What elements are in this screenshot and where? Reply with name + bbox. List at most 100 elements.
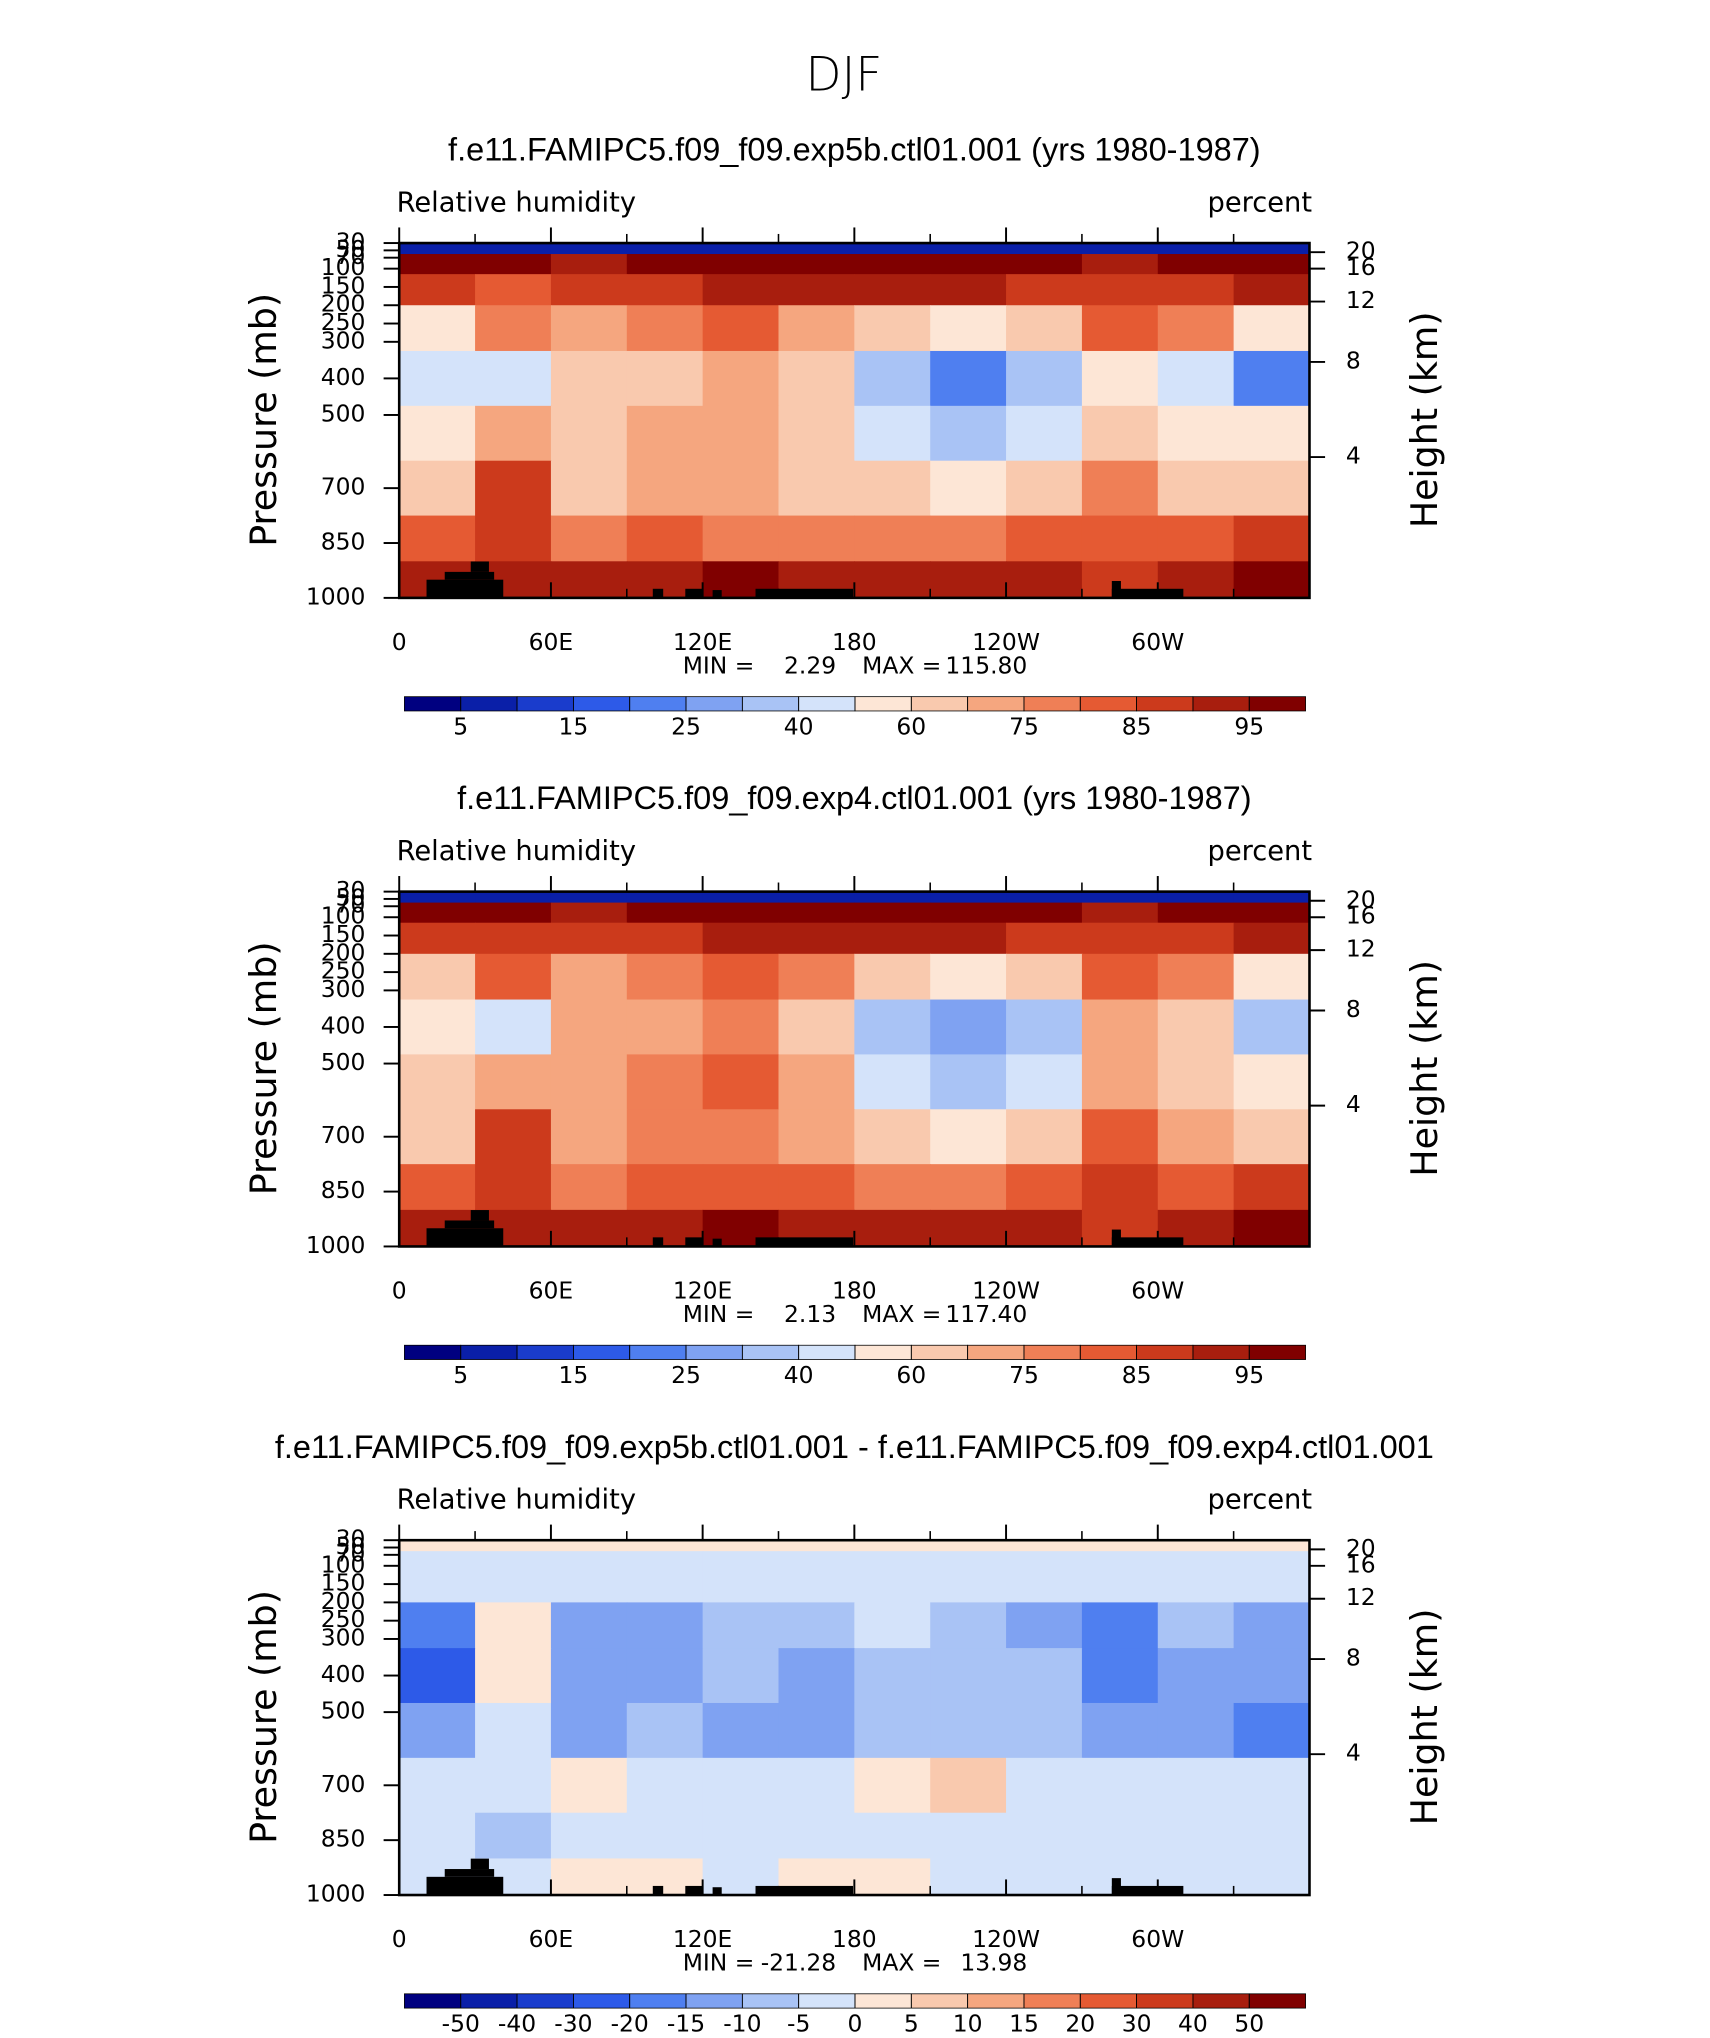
field-cell: [1157, 243, 1235, 255]
y2-tick-label: 20: [1346, 885, 1376, 913]
y-tick-label: 30: [336, 1525, 366, 1553]
field-cell: [626, 460, 704, 517]
field-cell: [702, 405, 780, 462]
left-label: Relative humidity: [397, 188, 636, 219]
field-cell: [854, 305, 931, 352]
topography: [444, 571, 495, 580]
y2-tick-label: 4: [1346, 442, 1361, 470]
y-tick-label: 500: [321, 1697, 366, 1725]
field-cell: [1006, 1648, 1083, 1704]
colorbar-box: [460, 1993, 518, 2009]
field-cell: [702, 1054, 780, 1110]
min-label: MIN =: [683, 1948, 755, 1976]
field-cell: [550, 515, 628, 562]
colorbar-label: 95: [1234, 712, 1264, 740]
x-tick-label: 0: [392, 628, 407, 656]
field-cell: [854, 902, 931, 924]
field-cell: [854, 1858, 931, 1896]
topography: [755, 1237, 854, 1247]
field-cell: [475, 1757, 552, 1814]
field-cell: [1081, 1109, 1159, 1165]
field-cell: [1233, 1602, 1311, 1649]
field-cell: [1157, 922, 1235, 955]
y2-tick-label: 16: [1346, 902, 1376, 930]
field-cell: [1233, 254, 1311, 275]
colorbar-label: 60: [896, 1361, 926, 1389]
field-cell: [854, 1602, 931, 1649]
colorbar-label: 15: [559, 1361, 589, 1389]
field-cell: [1157, 902, 1235, 924]
x-tick-label: 60W: [1131, 1925, 1184, 1953]
colorbar-box: [1023, 1993, 1081, 2009]
field-cell: [702, 1551, 780, 1572]
colorbar-box: [910, 1344, 969, 1360]
field-cell: [778, 999, 855, 1056]
field-cell: [778, 891, 855, 904]
colorbar-label: -5: [787, 2010, 810, 2038]
colorbar-box: [854, 1344, 912, 1360]
field-cell: [475, 1109, 552, 1165]
field-cell: [1006, 1164, 1083, 1211]
field-cell: [1081, 1602, 1159, 1649]
colorbar-label: 25: [671, 1361, 701, 1389]
field-cell: [550, 1571, 628, 1604]
field-cell: [854, 891, 931, 904]
field-cell: [854, 1702, 931, 1759]
y-tick-label: 1000: [306, 1231, 366, 1259]
field-cell: [1006, 1571, 1083, 1604]
field-cell: [626, 1540, 704, 1552]
field-cell: [854, 1209, 931, 1248]
field-cell: [1157, 1757, 1235, 1814]
field-cell: [1006, 1602, 1083, 1649]
x-tick-label: 60E: [529, 628, 574, 656]
colorbar-label: -30: [554, 2010, 592, 2038]
y-tick-label: 500: [321, 1048, 366, 1076]
colorbar-label: 40: [784, 712, 814, 740]
field-cell: [399, 902, 476, 924]
field-cell: [626, 1757, 704, 1814]
field-cell: [399, 953, 476, 1001]
y2-axis-label: Height (km): [1403, 1609, 1446, 1826]
field-cell: [702, 1757, 780, 1814]
field-cell: [702, 1571, 780, 1604]
colorbar-label: 40: [784, 1361, 814, 1389]
panel-title: f.e11.FAMIPC5.f09_f09.exp5b.ctl01.001 - …: [275, 1429, 1434, 1465]
topography: [426, 1228, 504, 1247]
field-cell: [475, 350, 552, 407]
field-cell: [626, 1602, 704, 1649]
field-cell: [1157, 1812, 1235, 1860]
field-cell: [854, 254, 931, 275]
field-cell: [854, 922, 931, 955]
field-cell: [626, 1571, 704, 1604]
colorbar-box: [1023, 1344, 1081, 1360]
field-cell: [930, 1812, 1007, 1860]
y2-tick-label: 8: [1346, 995, 1361, 1023]
y-tick-label: 700: [321, 1121, 366, 1149]
field-cell: [1081, 1571, 1159, 1604]
field-cell: [626, 1812, 704, 1860]
field-cell: [778, 1551, 855, 1572]
max-label: MAX =: [862, 1948, 941, 1976]
field-cell: [550, 305, 628, 352]
field-cell: [1081, 1812, 1159, 1860]
colorbar-label: 0: [848, 2010, 863, 2038]
y-tick-label: 500: [321, 399, 366, 427]
figure-title: DJF: [806, 48, 883, 102]
y-tick-label: 200: [321, 1587, 366, 1615]
field-cell: [475, 1571, 552, 1604]
min-label: MIN =: [683, 1300, 755, 1328]
contour-field: [399, 243, 1311, 599]
colorbar-box: [854, 696, 912, 712]
colorbar-box: [910, 696, 969, 712]
field-cell: [1157, 1648, 1235, 1704]
field-cell: [778, 274, 855, 306]
field-cell: [399, 1054, 476, 1110]
field-cell: [1006, 305, 1083, 352]
x-tick-label: 180: [832, 1925, 877, 1953]
field-cell: [1157, 1602, 1235, 1649]
field-cell: [475, 891, 552, 904]
field-cell: [550, 1702, 628, 1759]
y2-tick-label: 20: [1346, 237, 1376, 265]
y2-tick-label: 12: [1346, 1583, 1376, 1611]
field-cell: [475, 405, 552, 462]
